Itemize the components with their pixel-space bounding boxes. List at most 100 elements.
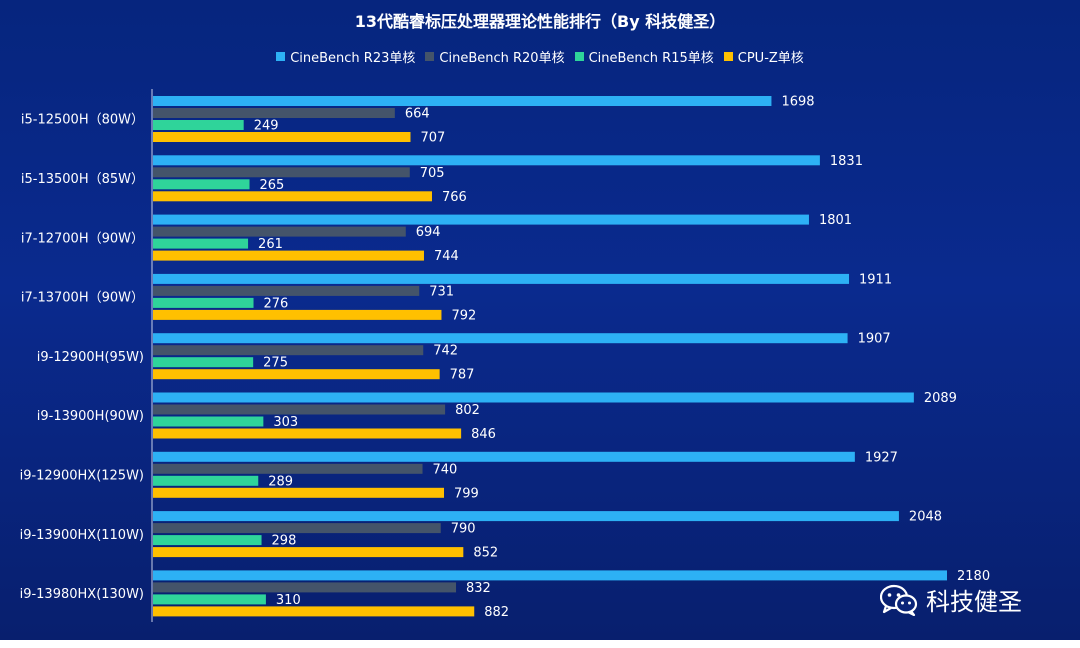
watermark: 科技健圣 <box>880 582 1022 617</box>
data-label: 261 <box>258 237 283 252</box>
legend-label: CineBench R20单核 <box>439 51 565 66</box>
legend-label: CPU-Z单核 <box>737 51 804 66</box>
y-tick-label: i9-12900HX(125W) <box>20 468 144 483</box>
legend-item: CPU-Z单核 <box>723 47 804 66</box>
y-tick-label: i5-13500H（85W） <box>21 172 144 187</box>
data-label: 1927 <box>865 450 898 465</box>
bar <box>153 404 446 415</box>
bar <box>153 487 445 498</box>
legend-item: CineBench R20单核 <box>425 47 565 66</box>
data-label: 694 <box>416 225 441 240</box>
legend: CineBench R23单核 CineBench R20单核 CineBench … <box>0 47 1080 66</box>
data-label: 664 <box>405 107 430 122</box>
chart-title: 13代酷睿标压处理器理论性能排行（By 科技健圣） <box>354 12 726 31</box>
bar <box>153 167 410 178</box>
bar <box>153 570 947 581</box>
bar <box>153 238 249 249</box>
wechat-icon <box>880 584 918 616</box>
data-label: 276 <box>264 296 289 311</box>
legend-label: CineBench R23单核 <box>290 51 416 66</box>
bar <box>153 155 820 166</box>
data-label: 303 <box>273 415 298 430</box>
data-label: 787 <box>450 368 475 383</box>
data-label: 790 <box>451 522 476 537</box>
data-label: 731 <box>429 284 454 299</box>
bar <box>153 416 264 427</box>
bar <box>153 594 266 605</box>
bar <box>153 428 462 439</box>
y-tick-label: i9-13980HX(130W) <box>20 587 144 602</box>
bar <box>153 357 254 368</box>
bar <box>153 285 420 296</box>
legend-swatch <box>723 52 733 61</box>
watermark-text: 科技健圣 <box>926 588 1022 616</box>
data-label: 2089 <box>924 391 957 406</box>
bar <box>153 392 914 403</box>
legend-swatch <box>574 52 584 61</box>
y-tick-label: i7-13700H（90W） <box>21 291 144 306</box>
bar <box>153 475 259 486</box>
bar <box>153 273 850 284</box>
bar <box>153 214 809 225</box>
data-label: 832 <box>466 581 491 596</box>
bar <box>153 463 423 474</box>
data-label: 882 <box>484 605 509 620</box>
legend-swatch <box>276 52 286 61</box>
bar <box>153 451 855 462</box>
y-tick-label: i9-13900HX(110W) <box>20 528 144 543</box>
bar <box>153 369 440 380</box>
data-label: 289 <box>268 474 293 489</box>
bar <box>153 297 254 308</box>
data-label: 1698 <box>781 95 814 110</box>
bar <box>153 108 395 118</box>
data-label: 802 <box>455 403 480 418</box>
bar <box>153 582 457 593</box>
legend-label: CineBench R15单核 <box>588 51 714 66</box>
data-label: 265 <box>260 178 285 193</box>
data-label: 766 <box>442 190 467 205</box>
data-label: 740 <box>433 462 458 477</box>
y-tick-label: i7-12700H（90W） <box>21 231 144 246</box>
data-label: 742 <box>433 344 458 359</box>
bar <box>153 511 899 522</box>
data-label: 1907 <box>858 332 891 347</box>
bar <box>153 120 244 130</box>
data-label: 744 <box>434 249 459 264</box>
bar <box>153 523 441 534</box>
legend-swatch <box>425 52 435 61</box>
data-label: 852 <box>473 546 498 561</box>
data-label: 2048 <box>909 510 942 525</box>
bar <box>153 226 406 237</box>
data-label: 1831 <box>830 154 863 169</box>
legend-item: CineBench R23单核 <box>276 47 415 66</box>
data-label: 799 <box>454 486 479 501</box>
bar <box>153 96 772 106</box>
data-label: 792 <box>451 308 476 323</box>
data-label: 1911 <box>859 272 892 287</box>
bar <box>153 250 424 261</box>
bar <box>153 179 250 190</box>
bar <box>153 547 464 558</box>
data-label: 846 <box>471 427 496 442</box>
data-label: 275 <box>263 356 288 371</box>
data-label: 249 <box>254 119 279 134</box>
data-label: 310 <box>276 593 301 608</box>
bar <box>153 535 262 546</box>
legend-item: CineBench R15单核 <box>574 47 714 66</box>
bar <box>153 345 424 356</box>
data-label: 298 <box>272 534 297 549</box>
data-label: 705 <box>420 166 445 181</box>
bar <box>153 333 848 344</box>
data-label: 1801 <box>819 213 852 228</box>
y-tick-label: i9-12900H(95W) <box>37 350 144 365</box>
bar <box>153 132 411 142</box>
y-tick-label: i5-12500H（80W） <box>21 113 144 128</box>
data-label: 707 <box>421 131 446 146</box>
bar <box>153 606 475 617</box>
bar <box>153 309 442 320</box>
data-label: 2180 <box>957 569 990 584</box>
y-tick-label: i9-13900H(90W) <box>37 409 144 424</box>
bar <box>153 191 432 202</box>
